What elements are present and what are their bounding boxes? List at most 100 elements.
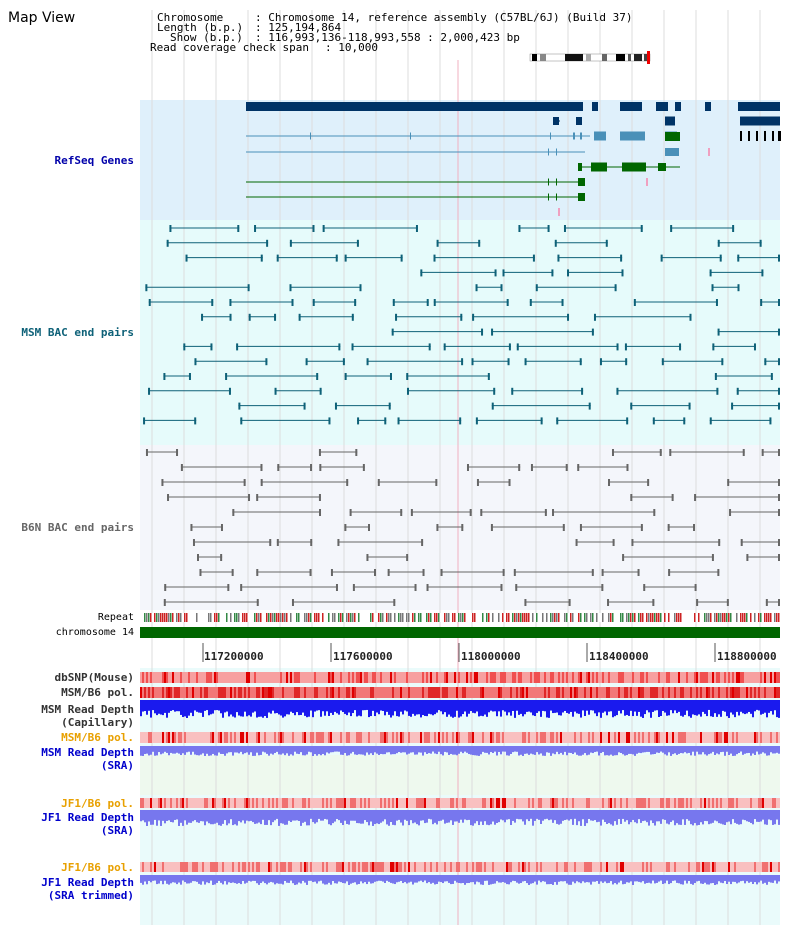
heat-strip — [722, 687, 724, 698]
depth-bar — [620, 746, 622, 753]
heat-strip — [468, 687, 470, 698]
depth-bar — [512, 810, 514, 821]
heat-strip — [588, 672, 590, 683]
heat-strip — [370, 798, 372, 808]
heat-strip — [560, 687, 562, 698]
depth-bar — [550, 700, 552, 711]
heat-strip — [620, 687, 622, 698]
depth-bar — [398, 700, 400, 717]
heat-strip — [616, 732, 618, 743]
jf1-depth-trim-label-1[interactable]: JF1 Read Depth — [41, 876, 134, 889]
heat-strip — [382, 732, 384, 743]
depth-bar — [774, 875, 776, 881]
heat-strip — [410, 798, 412, 808]
heat-strip — [360, 798, 362, 808]
depth-bar — [258, 746, 260, 756]
bac-end-marker — [557, 254, 560, 262]
depth-bar — [664, 875, 666, 884]
depth-bar — [630, 875, 632, 882]
jf1-b6-pol-label[interactable]: JF1/B6 pol. — [61, 797, 134, 810]
depth-bar — [158, 700, 160, 714]
bac-end-marker — [579, 358, 582, 366]
repeat-mark — [528, 613, 530, 622]
bac-end-marker — [491, 328, 494, 336]
bac-end-marker — [185, 254, 188, 262]
depth-bar — [420, 810, 422, 821]
heat-strip — [772, 732, 774, 743]
gene-block — [246, 102, 583, 111]
heat-strip — [230, 672, 232, 683]
depth-bar — [206, 810, 208, 822]
bac-end-marker — [778, 494, 780, 501]
heat-strip — [512, 862, 514, 872]
heat-strip — [736, 672, 738, 683]
heat-strip — [154, 798, 156, 808]
heat-strip — [202, 687, 204, 698]
heat-strip — [284, 798, 286, 808]
msm-b6-pol-2-label[interactable]: MSM/B6 pol. — [61, 731, 134, 744]
refseq-track-label[interactable]: RefSeq Genes — [54, 154, 134, 167]
depth-bar — [354, 810, 356, 821]
depth-bar — [268, 810, 270, 821]
heat-strip — [404, 862, 406, 872]
repeat-mark — [520, 613, 522, 622]
heat-strip — [424, 687, 426, 698]
bac-end-marker — [220, 524, 223, 531]
heat-strip — [400, 798, 402, 808]
coverage-value: : 10,000 — [325, 41, 378, 54]
heat-strip — [208, 798, 210, 808]
depth-bar — [494, 746, 496, 752]
heat-strip — [358, 798, 360, 808]
heat-strip — [630, 862, 632, 872]
depth-bar — [218, 700, 220, 711]
heat-strip — [682, 862, 684, 872]
heat-strip — [636, 862, 638, 872]
jf1-depth-sra-label-1[interactable]: JF1 Read Depth — [41, 811, 134, 824]
dbsnp-track-label[interactable]: dbSNP(Mouse) — [54, 671, 134, 684]
b6n-bac-track-label[interactable]: B6N BAC end pairs — [21, 521, 134, 534]
depth-bar — [506, 700, 508, 716]
bac-end-marker — [694, 494, 697, 501]
depth-bar — [558, 700, 560, 716]
heat-strip — [312, 732, 314, 743]
gene-exon — [778, 131, 781, 141]
depth-bar — [736, 810, 738, 824]
depth-bar — [220, 810, 222, 826]
bac-end-marker — [524, 358, 527, 366]
heat-strip — [672, 732, 674, 743]
depth-bar — [686, 810, 688, 820]
bac-end-marker — [500, 284, 503, 292]
depth-bar — [324, 810, 326, 819]
repeat-mark — [348, 613, 350, 622]
heat-strip — [290, 687, 292, 698]
msm-depth-capillary-label-1[interactable]: MSM Read Depth — [41, 703, 134, 716]
heat-strip — [156, 672, 158, 683]
msm-b6-pol-label[interactable]: MSM/B6 pol. — [61, 686, 134, 699]
heat-strip — [264, 862, 266, 872]
depth-bar — [248, 875, 250, 881]
depth-bar — [766, 810, 768, 825]
depth-bar — [558, 875, 560, 882]
depth-bar — [424, 700, 426, 716]
depth-bar — [616, 746, 618, 756]
msm-bac-track-label[interactable]: MSM BAC end pairs — [21, 326, 134, 339]
repeat-mark — [446, 613, 448, 622]
repeat-mark — [664, 613, 666, 622]
heat-strip — [340, 862, 342, 872]
heat-strip — [296, 798, 298, 808]
heat-strip — [596, 862, 598, 872]
heat-strip — [520, 687, 522, 698]
bac-end-marker — [305, 358, 308, 366]
heat-strip — [456, 862, 458, 872]
msm-depth-sra-label-1[interactable]: MSM Read Depth — [41, 746, 134, 759]
heat-strip — [758, 732, 760, 743]
depth-bar — [154, 700, 156, 714]
heat-strip — [246, 862, 248, 872]
bac-end-marker — [561, 299, 564, 306]
jf1-b6-pol-2-label[interactable]: JF1/B6 pol. — [61, 861, 134, 874]
depth-bar — [592, 746, 594, 754]
depth-bar — [448, 875, 450, 883]
depth-bar — [622, 810, 624, 819]
depth-bar — [142, 700, 144, 712]
